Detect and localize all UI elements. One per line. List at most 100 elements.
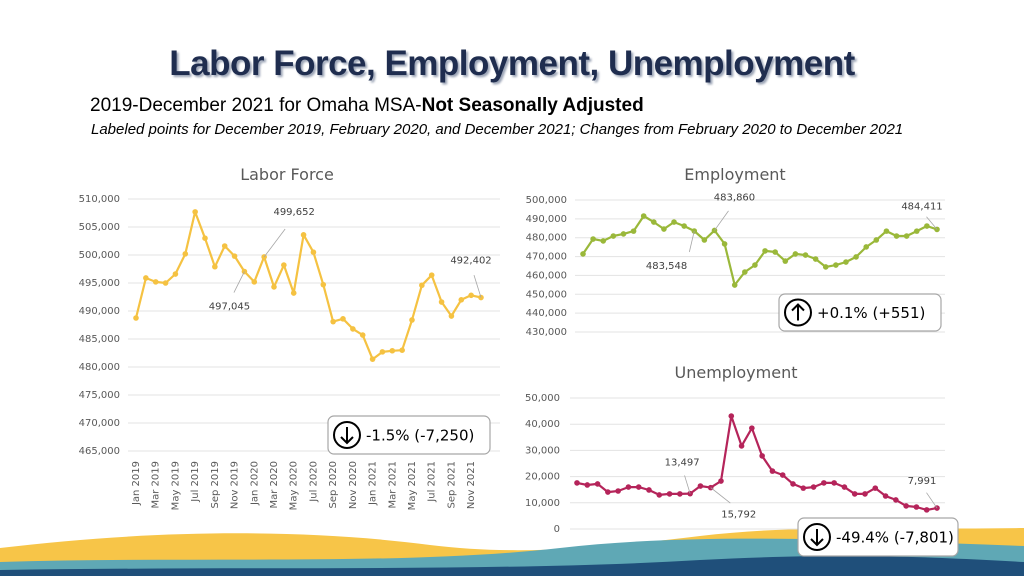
data-point	[152, 279, 159, 285]
data-point	[281, 262, 287, 268]
data-label: 492,402	[450, 256, 491, 267]
data-point	[590, 236, 596, 242]
y-tick-label: 475,000	[79, 390, 120, 401]
y-tick-label: 500,000	[526, 195, 567, 206]
data-label: 483,548	[646, 261, 687, 272]
data-point	[300, 232, 307, 238]
data-point	[759, 453, 765, 459]
y-tick-label: 460,000	[526, 270, 567, 281]
x-tick-label: Nov 2020	[348, 461, 359, 509]
y-tick-label: 490,000	[79, 306, 120, 317]
callout-box	[797, 517, 959, 557]
x-tick-label: Sep 2019	[210, 461, 221, 508]
x-tick-label: Nov 2021	[466, 461, 477, 509]
callout-box	[778, 293, 942, 332]
data-point	[873, 237, 880, 243]
y-tick-label: 495,000	[79, 278, 120, 289]
x-tick-label: Jan 2020	[249, 461, 260, 506]
y-tick-label: 500,000	[79, 250, 120, 261]
data-point	[677, 491, 683, 497]
data-point	[419, 282, 425, 289]
data-point	[399, 347, 405, 354]
data-label: 484,411	[901, 201, 942, 212]
data-point	[478, 294, 484, 301]
data-point	[389, 347, 396, 354]
data-point	[438, 299, 445, 305]
data-point	[359, 332, 366, 338]
data-point	[448, 313, 455, 319]
data-point	[574, 480, 580, 486]
data-point	[903, 503, 909, 509]
data-point	[863, 244, 869, 250]
subtitle-text: 2019-December 2021 for Omaha MSA-	[90, 95, 422, 116]
data-point	[728, 413, 735, 419]
data-point	[625, 484, 632, 490]
data-point	[584, 482, 591, 488]
y-tick-label: 440,000	[526, 308, 567, 319]
leader-line	[684, 475, 691, 494]
x-tick-label: Jan 2019	[131, 461, 142, 506]
y-tick-label: 40,000	[525, 419, 560, 430]
leader-line	[926, 216, 938, 230]
y-tick-label: 480,000	[79, 362, 120, 373]
data-point	[605, 489, 611, 495]
data-point	[615, 488, 621, 494]
data-label: 499,652	[273, 207, 314, 218]
data-point	[687, 490, 693, 497]
data-point	[458, 297, 465, 303]
data-label: 13,497	[665, 458, 700, 469]
leader-line	[926, 492, 938, 509]
data-point	[428, 272, 435, 278]
data-point	[610, 233, 617, 239]
leader-line	[233, 271, 245, 293]
data-point	[749, 425, 755, 431]
data-point	[620, 231, 627, 237]
x-tick-label: Mar 2021	[387, 461, 398, 509]
y-tick-label: 485,000	[79, 334, 120, 345]
x-tick-label: Jul 2020	[308, 461, 319, 503]
data-point	[831, 480, 837, 486]
leader-line	[710, 487, 731, 504]
x-tick-label: Sep 2021	[446, 461, 457, 508]
data-point	[671, 219, 677, 225]
data-point	[133, 315, 139, 321]
data-point	[661, 226, 667, 232]
data-point	[666, 491, 673, 497]
x-tick-label: Mar 2019	[151, 461, 162, 509]
x-tick-label: May 2019	[170, 461, 181, 510]
data-point	[913, 504, 920, 510]
data-point	[271, 284, 277, 290]
data-point	[369, 356, 376, 362]
data-point	[320, 281, 327, 288]
data-point	[792, 251, 799, 257]
data-point	[718, 478, 724, 484]
data-point	[330, 318, 336, 325]
data-point	[231, 253, 238, 259]
data-point	[251, 279, 258, 285]
data-point	[731, 282, 738, 288]
data-point	[742, 269, 748, 275]
data-point	[635, 484, 642, 490]
data-point	[290, 290, 297, 296]
x-tick-label: Nov 2019	[230, 461, 241, 509]
data-point	[893, 497, 899, 503]
data-point	[802, 252, 809, 258]
x-tick-label: Jan 2021	[368, 461, 379, 506]
data-point	[752, 262, 758, 268]
chart-title: Labor Force	[240, 165, 334, 184]
data-point	[812, 256, 819, 262]
x-tick-label: Mar 2020	[269, 461, 280, 509]
data-point	[913, 228, 920, 234]
y-tick-label: 470,000	[79, 418, 120, 429]
data-point	[701, 237, 708, 243]
y-tick-label: 480,000	[526, 233, 567, 244]
data-point	[883, 228, 890, 234]
data-point	[924, 223, 930, 229]
y-tick-label: 465,000	[79, 446, 120, 457]
x-tick-label: Sep 2020	[328, 461, 339, 508]
data-point	[409, 317, 415, 323]
data-point	[934, 505, 940, 511]
callout-text: -1.5% (-7,250)	[366, 427, 474, 445]
y-tick-label: 470,000	[526, 252, 567, 263]
